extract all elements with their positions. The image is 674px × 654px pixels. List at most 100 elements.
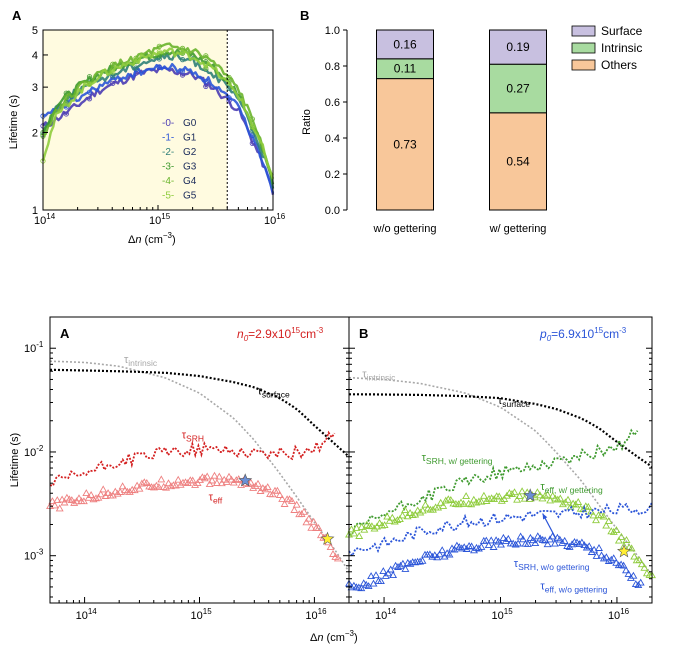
series-marker-τ_eff, w/ gettering: [406, 508, 415, 516]
x-tick-base: 10: [264, 215, 276, 227]
x-tick-base: 10: [191, 610, 203, 622]
curve-label-symbol: τ: [540, 481, 545, 493]
y-tick-label: 1: [32, 205, 38, 217]
x-tick-exp: 15: [161, 212, 170, 221]
series-marker-τ_eff: [210, 471, 219, 479]
curve-label: τSRH: [182, 429, 204, 443]
series-marker-τ_eff, w/ gettering: [383, 512, 392, 520]
x-category-label: w/o gettering: [373, 223, 437, 235]
series-marker-τ_eff, w/ gettering: [370, 524, 379, 532]
series-marker-τ_eff: [164, 479, 173, 487]
series-marker-τ_eff: [157, 475, 166, 483]
series-marker-τ_eff, w/ gettering: [393, 516, 402, 524]
annotation-variable: p: [539, 327, 547, 341]
series-marker-τ_eff, w/o gettering: [386, 565, 395, 573]
series-τ_SRH, w/ gettering: [348, 428, 639, 536]
series-marker-τ_eff, w/o gettering: [528, 536, 537, 544]
x-axis-label-var: n: [135, 234, 141, 246]
series-marker-τ_eff, w/o gettering: [590, 545, 599, 553]
series-marker-τ_eff, w/ gettering: [416, 508, 425, 516]
curve-label-subscript: intrinsic: [367, 373, 397, 383]
curve-label-symbol: τ: [498, 395, 503, 407]
series-marker-τ_eff, w/ gettering: [627, 544, 636, 552]
series-marker-τ_eff, w/ gettering: [609, 527, 618, 535]
series-marker-τ_eff, w/ gettering: [584, 502, 593, 510]
legend-swatch-Intrinsic: [571, 42, 596, 54]
series-marker-τ_eff, w/o gettering: [504, 534, 513, 542]
series-marker-τ_eff, w/o gettering: [487, 536, 496, 544]
series-marker-τ_eff, w/ gettering: [441, 496, 450, 504]
series-marker-τ_eff, w/ gettering: [408, 511, 417, 519]
series-marker-τ_eff: [70, 498, 79, 506]
annotation-unit: cm: [603, 327, 619, 341]
legend-swatch-Others: [571, 59, 596, 71]
series-marker-G4: [203, 53, 209, 59]
curve-label-subscript: SRH, w/o gettering: [518, 562, 590, 572]
bar-Surface-1: [489, 29, 547, 65]
series-marker-τ_eff: [96, 490, 105, 498]
legend-marker-G1: -1-: [162, 133, 174, 144]
series-marker-τ_eff: [251, 482, 260, 490]
series-group: [40, 42, 275, 195]
series-marker-τ_eff: [75, 494, 83, 502]
y-tick-label: 0.2: [325, 169, 340, 181]
bar-value-label: 0.16: [393, 37, 417, 51]
series-marker-τ_eff, w/o gettering: [457, 544, 466, 552]
y-tick-label: 3: [32, 82, 38, 94]
x-tick-base: 10: [608, 610, 620, 622]
series-marker-τ_eff, w/ gettering: [640, 563, 649, 571]
y-tick-label: 10-2: [24, 444, 44, 459]
series-marker-τ_eff, w/o gettering: [494, 537, 503, 545]
series-marker-τ_eff, w/ gettering: [472, 498, 481, 506]
series-marker-τ_eff, w/o gettering: [592, 551, 601, 559]
series-marker-τ_eff, w/o gettering: [511, 540, 520, 548]
curve-label: τsurface: [498, 395, 531, 409]
series-marker-τ_eff, w/ gettering: [350, 529, 359, 537]
series-marker-G5: [203, 65, 209, 71]
series-marker-τ_eff, w/ gettering: [411, 510, 420, 518]
series-marker-τ_eff: [87, 490, 96, 498]
series-marker-τ_eff, w/ gettering: [556, 494, 565, 502]
series-marker-G2: [110, 73, 116, 79]
plot-frame: [49, 316, 350, 604]
series-marker-τ_eff: [135, 484, 144, 492]
annotation-unit-exponent: -3: [316, 326, 324, 335]
curve-label: τSRH, w/o gettering: [514, 558, 590, 572]
series-marker-G5: [179, 49, 186, 56]
series-group: [345, 376, 656, 592]
doping-annotation: p0=6.9x1015cm-3: [539, 326, 627, 343]
series-marker-τ_eff, w/o gettering: [619, 561, 628, 569]
series-marker-τ_eff, w/ gettering: [558, 500, 567, 508]
series-marker-τ_eff: [333, 554, 342, 562]
y-tick-label: 0.4: [325, 133, 340, 145]
x-tick-label: 1014: [34, 212, 56, 227]
series-marker-τ_eff, w/ gettering: [513, 495, 522, 503]
series-marker-τ_eff, w/o gettering: [629, 571, 638, 579]
x-axis-label-delta: Δ: [310, 632, 318, 644]
series-marker-τ_eff, w/ gettering: [495, 492, 504, 500]
series-marker-τ_eff: [249, 483, 258, 491]
series-marker-τ_eff, w/o gettering: [477, 542, 486, 550]
series-marker-τ_eff, w/o gettering: [558, 538, 567, 546]
series-marker-G5: [86, 81, 93, 87]
series-marker-G1: [156, 64, 162, 70]
series-marker-τ_eff, w/ gettering: [477, 497, 486, 505]
series-τ_surface: [49, 368, 350, 458]
star-marker: [523, 488, 538, 502]
series-marker-τ_eff, w/ gettering: [479, 491, 488, 499]
panel-label: B: [359, 326, 368, 341]
series-marker-τ_eff, w/o gettering: [599, 554, 608, 562]
y-tick-base: 10: [24, 551, 36, 563]
series-marker-τ_eff, w/o gettering: [524, 539, 532, 547]
series-marker-τ_eff: [130, 486, 139, 494]
x-axis-label-exp: −3: [163, 231, 173, 240]
series-marker-τ_eff, w/ gettering: [589, 511, 598, 519]
legend-label-Surface: Surface: [601, 24, 643, 38]
x-axis-label: Δn (cm−3): [310, 629, 358, 644]
series-marker-τ_eff, w/ gettering: [520, 494, 529, 502]
series-marker-τ_eff: [174, 475, 183, 483]
series-marker-τ_eff, w/o gettering: [516, 532, 525, 540]
series-marker-τ_eff: [217, 479, 226, 487]
